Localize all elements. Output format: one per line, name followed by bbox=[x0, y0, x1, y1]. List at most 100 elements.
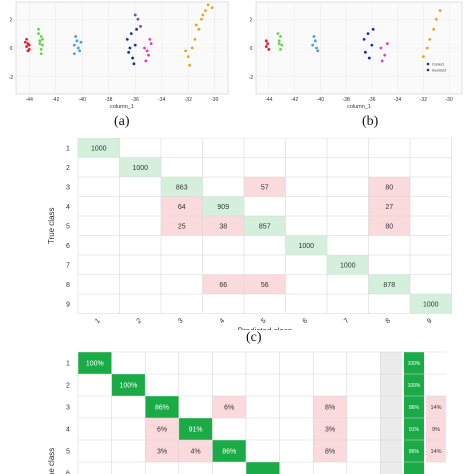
cell-value: 3% bbox=[157, 449, 167, 456]
matrix-cell bbox=[313, 396, 347, 418]
x-tick-label: -30 bbox=[446, 97, 453, 103]
confusion-matrix-d: 100% 100% 86% 6% 8% 6% 91% 3% 3% 4% 86% 8% 100% 100% 8… bbox=[47, 351, 446, 474]
scatter-point bbox=[38, 39, 42, 43]
cell-value: 1000 bbox=[132, 165, 148, 172]
row-label: 6 bbox=[66, 243, 70, 250]
matrix-cell bbox=[161, 177, 203, 197]
matrix-cell bbox=[368, 177, 410, 197]
scatter-point bbox=[129, 32, 133, 36]
matrix-cell bbox=[368, 196, 410, 216]
matrix-cell bbox=[212, 440, 246, 462]
cell-value: 863 bbox=[176, 184, 188, 191]
scatter-point bbox=[25, 45, 28, 48]
matrix-cell bbox=[202, 196, 244, 216]
cell-value: 57 bbox=[261, 184, 269, 191]
scatter-point bbox=[380, 59, 384, 63]
scatter-point bbox=[277, 39, 281, 43]
cell-value: 857 bbox=[259, 223, 271, 230]
matrix-cell bbox=[178, 418, 213, 440]
col-label: 8 bbox=[385, 317, 393, 325]
cell-value: 6% bbox=[224, 405, 234, 412]
summary-tp-cell bbox=[404, 396, 424, 418]
cell-value: 100% bbox=[86, 361, 104, 368]
legend-marker-incorrect bbox=[426, 68, 430, 72]
scatter-point bbox=[276, 32, 280, 36]
scatter-point bbox=[370, 43, 374, 47]
scatter-point bbox=[190, 46, 194, 50]
scatter-point bbox=[425, 46, 429, 50]
summary-tp-cell bbox=[404, 462, 424, 474]
summary-tp-value: 86% bbox=[409, 449, 420, 455]
scatter-point bbox=[41, 37, 44, 41]
row-label: 8 bbox=[66, 282, 70, 289]
summary-tp-cell bbox=[404, 352, 424, 374]
scatter-point bbox=[379, 46, 383, 50]
col-label: 1 bbox=[94, 317, 102, 325]
x-tick-label: -40 bbox=[79, 97, 86, 103]
x-tick-label: -44 bbox=[265, 97, 272, 103]
x-tick-label: -32 bbox=[420, 97, 427, 103]
scatter-point bbox=[206, 3, 210, 7]
scatter-point bbox=[186, 55, 190, 59]
x-tick-label: -30 bbox=[211, 97, 218, 103]
scatter-point bbox=[72, 52, 76, 56]
matrix-cell bbox=[313, 440, 347, 462]
matrix-cell bbox=[145, 418, 179, 440]
matrix-cell bbox=[202, 216, 244, 236]
x-tick-label: -36 bbox=[368, 97, 375, 103]
matrix-cell bbox=[178, 440, 213, 462]
scatter-plot-b: -44 -42 -40 -38 -36 -34 -32 -30 2 0 -2 column_1 Corr… bbox=[249, 1, 463, 110]
cell-value: 1000 bbox=[298, 243, 314, 250]
row-label: 4 bbox=[66, 204, 70, 211]
cell-value: 8% bbox=[325, 405, 335, 412]
y-tick-label: 2 bbox=[250, 17, 253, 23]
scatter-point bbox=[128, 46, 132, 50]
scatter-point bbox=[147, 53, 150, 57]
scatter-point bbox=[367, 56, 371, 60]
matrix-cell bbox=[145, 396, 179, 418]
y-axis-label: True class bbox=[47, 207, 56, 244]
scatter-plot-a: -44 -42 -40 -38 -36 -34 -32 -30 2 0 -2 column_1 bbox=[9, 1, 229, 110]
scatter-point bbox=[39, 52, 43, 56]
summary-tp-cell bbox=[404, 418, 424, 440]
scatter-point bbox=[76, 46, 80, 50]
scatter-point bbox=[277, 42, 281, 46]
matrix-cell bbox=[212, 396, 246, 418]
row-label: 1 bbox=[66, 145, 70, 152]
matrix-cell bbox=[244, 274, 286, 294]
scatter-point bbox=[136, 17, 140, 21]
cell-value: 4% bbox=[191, 449, 201, 456]
scatter-point bbox=[434, 17, 438, 21]
matrix-cell bbox=[78, 138, 120, 158]
row-label: 3 bbox=[66, 184, 70, 191]
summary-tp-value: 86% bbox=[409, 405, 420, 411]
x-tick-label: -38 bbox=[343, 97, 350, 103]
matrix-cell bbox=[78, 352, 112, 374]
scatter-point bbox=[25, 37, 28, 41]
y-tick-label: -2 bbox=[249, 75, 254, 81]
scatter-point bbox=[79, 40, 83, 44]
matrix-cell bbox=[202, 274, 244, 294]
cell-value: 64 bbox=[178, 204, 186, 211]
summary-tp-cell bbox=[404, 440, 424, 462]
scatter-point bbox=[27, 43, 31, 47]
summary-fn-cell bbox=[426, 396, 446, 418]
summary-fn-value: 14% bbox=[430, 449, 441, 455]
x-tick-label: -42 bbox=[52, 97, 59, 103]
x-tick-label: -44 bbox=[26, 97, 33, 103]
cell-value: 6% bbox=[157, 427, 167, 434]
cell-value: 100% bbox=[119, 383, 137, 390]
matrix-cell bbox=[244, 216, 286, 236]
row-label: 2 bbox=[66, 383, 70, 390]
scatter-point bbox=[144, 59, 148, 63]
col-label: 4 bbox=[219, 317, 227, 325]
matrix-cell bbox=[161, 196, 203, 216]
matrix-cell bbox=[327, 255, 369, 275]
scatter-point bbox=[38, 42, 42, 46]
scatter-point bbox=[311, 43, 315, 47]
x-tick-label: -34 bbox=[158, 97, 165, 103]
scatter-point bbox=[438, 9, 442, 13]
row-label: 5 bbox=[66, 449, 70, 456]
summary-fn-cell bbox=[426, 418, 446, 440]
